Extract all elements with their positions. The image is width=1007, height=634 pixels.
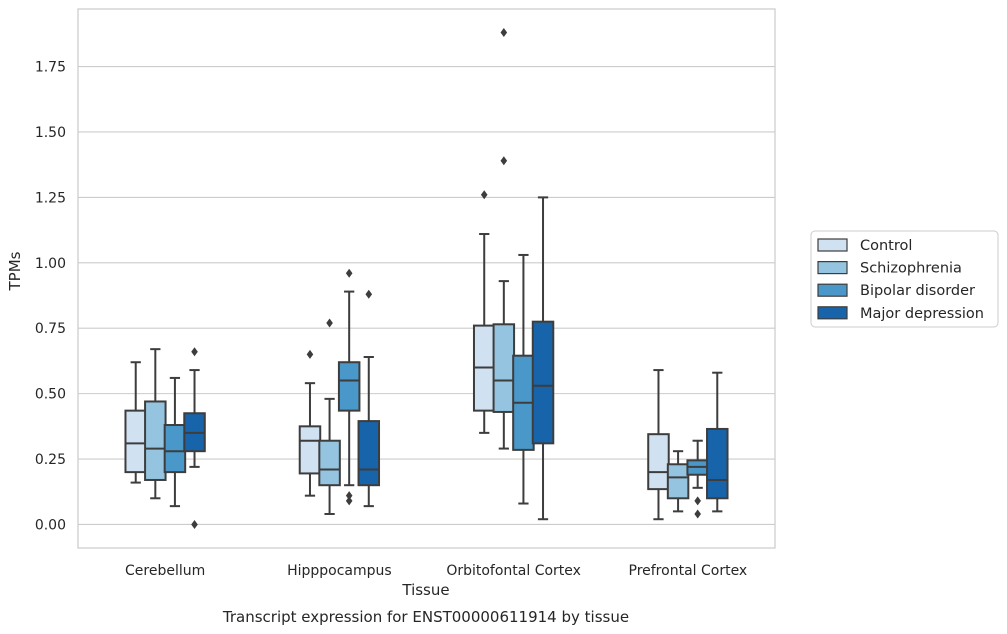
legend-frame [810, 230, 999, 328]
outlier-point [345, 496, 353, 506]
x-tick-label: Hipppocampus [287, 563, 392, 579]
iqr-box [647, 433, 670, 491]
outlier-point [365, 289, 373, 299]
box-control [298, 349, 322, 497]
y-tick-label: 0.25 [35, 452, 66, 468]
legend-swatch [817, 283, 848, 297]
legend-label: Bipolar disorder [860, 283, 975, 299]
legend-item: Bipolar disorder [817, 283, 975, 299]
outlier-point [345, 268, 353, 278]
y-tick-label: 0.50 [35, 387, 66, 403]
y-tick-labels: 0.00 0.25 0.50 0.75 1.00 1.25 1.50 1.75 [35, 60, 66, 534]
y-tick-label: 0.00 [35, 517, 66, 533]
legend-label: Major depression [860, 306, 984, 322]
legend-label: Control [860, 238, 912, 254]
x-tick-label: Cerebellum [125, 563, 205, 579]
box-bipolar-disorder [512, 253, 535, 505]
legend-item: Schizophrenia [817, 261, 962, 277]
box-major-depression [357, 289, 381, 508]
iqr-box [666, 463, 690, 500]
x-tick-labels: Cerebellum Hipppocampus Orbitofontal Corte… [125, 563, 747, 579]
iqr-box [337, 361, 361, 412]
box-plot-area [124, 28, 729, 529]
box-major-depression [531, 196, 555, 521]
box-schizophrenia [144, 348, 167, 500]
x-tick-label: Orbitofontal Cortex [446, 563, 581, 579]
box-bipolar-disorder [686, 439, 709, 519]
y-axis-title: TPMs [6, 251, 24, 291]
box-bipolar-disorder [163, 376, 187, 508]
outlier-point [694, 496, 701, 506]
outlier-point [500, 28, 508, 38]
legend-swatch [817, 306, 848, 320]
legend: Control Schizophrenia Bipolar disorder Majo… [810, 230, 999, 328]
legend-item: Control [817, 238, 912, 254]
outlier-point [326, 318, 333, 328]
box-schizophrenia [318, 318, 341, 515]
box-control [472, 190, 496, 434]
iqr-box [706, 427, 729, 500]
y-tick-label: 1.25 [35, 190, 66, 206]
y-tick-label: 1.50 [35, 125, 66, 141]
chart-caption: Transcript expression for ENST0000061191… [222, 608, 629, 626]
y-tick-label: 0.75 [35, 321, 66, 337]
box-major-depression [706, 371, 729, 513]
iqr-box [318, 439, 341, 487]
box-major-depression [183, 347, 206, 529]
y-tick-label: 1.75 [35, 60, 66, 76]
legend-item: Major depression [817, 306, 984, 322]
legend-label: Schizophrenia [860, 261, 962, 277]
outlier-point [191, 519, 198, 529]
outlier-point [480, 190, 488, 200]
x-axis-title: Tissue [401, 581, 449, 599]
outlier-point [306, 349, 314, 359]
box-bipolar-disorder [337, 268, 361, 506]
iqr-box [144, 400, 167, 481]
iqr-box [163, 424, 187, 474]
iqr-box [298, 425, 322, 475]
outlier-point [694, 509, 701, 519]
box-control [647, 369, 670, 521]
outlier-point [191, 347, 198, 357]
outlier-point [500, 156, 508, 166]
legend-swatch [817, 261, 848, 275]
iqr-box [492, 323, 516, 413]
y-tick-label: 1.00 [35, 256, 66, 272]
plot-frame [77, 8, 776, 549]
outlier-point [345, 491, 353, 501]
box-control [124, 361, 147, 484]
legend-swatch [817, 238, 848, 252]
x-tick-label: Prefrontal Cortex [629, 563, 748, 579]
box-schizophrenia [666, 450, 690, 513]
iqr-box [357, 420, 381, 487]
iqr-box [531, 320, 555, 445]
iqr-box [124, 409, 147, 474]
